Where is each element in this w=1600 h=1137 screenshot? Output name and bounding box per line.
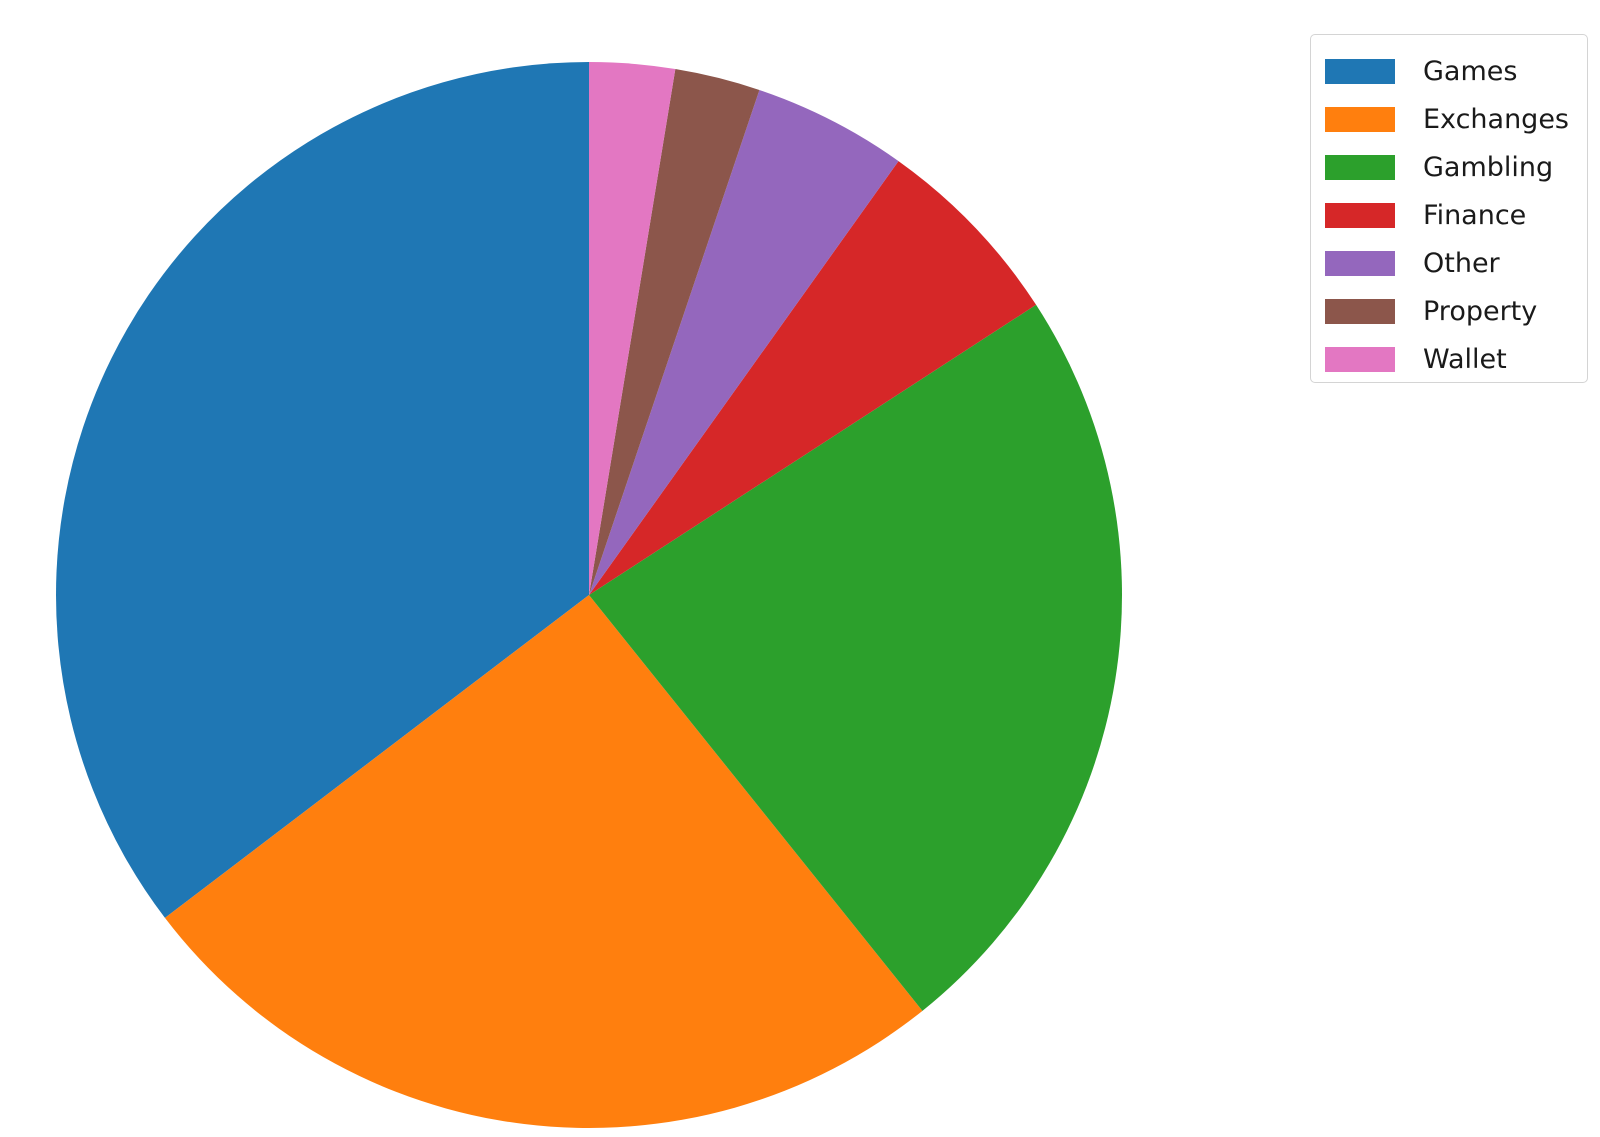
legend-swatch: [1325, 154, 1395, 180]
legend-item-other: Other: [1311, 239, 1587, 287]
legend-label: Wallet: [1423, 343, 1507, 375]
legend-label: Property: [1423, 295, 1538, 327]
legend-label: Gambling: [1423, 151, 1554, 183]
legend-item-wallet: Wallet: [1311, 335, 1587, 383]
pie-slice-other: [589, 89, 899, 595]
legend-swatch: [1325, 298, 1395, 324]
legend-label: Finance: [1423, 199, 1527, 231]
legend-label: Exchanges: [1423, 103, 1569, 135]
legend-swatch: [1325, 250, 1395, 276]
legend-swatch: [1325, 106, 1395, 132]
pie-slice-wallet: [589, 62, 676, 595]
legend-swatch: [1325, 346, 1395, 372]
legend-item-games: Games: [1311, 47, 1587, 95]
pie-slice-gambling: [589, 304, 1122, 1011]
legend-item-gambling: Gambling: [1311, 143, 1587, 191]
legend-item-property: Property: [1311, 287, 1587, 335]
pie-slice-exchanges: [164, 595, 923, 1128]
pie-slice-finance: [589, 161, 1037, 595]
legend-swatch: [1325, 202, 1395, 228]
pie-slice-games: [56, 62, 590, 918]
legend-item-exchanges: Exchanges: [1311, 95, 1587, 143]
legend-item-finance: Finance: [1311, 191, 1587, 239]
legend-label: Games: [1423, 55, 1518, 87]
legend-label: Other: [1423, 247, 1500, 279]
legend-swatch: [1325, 58, 1395, 84]
pie-slices: [56, 62, 1122, 1128]
pie-slice-property: [589, 69, 760, 596]
legend: Games Exchanges Gambling Finance Other Proper…: [1310, 34, 1588, 383]
